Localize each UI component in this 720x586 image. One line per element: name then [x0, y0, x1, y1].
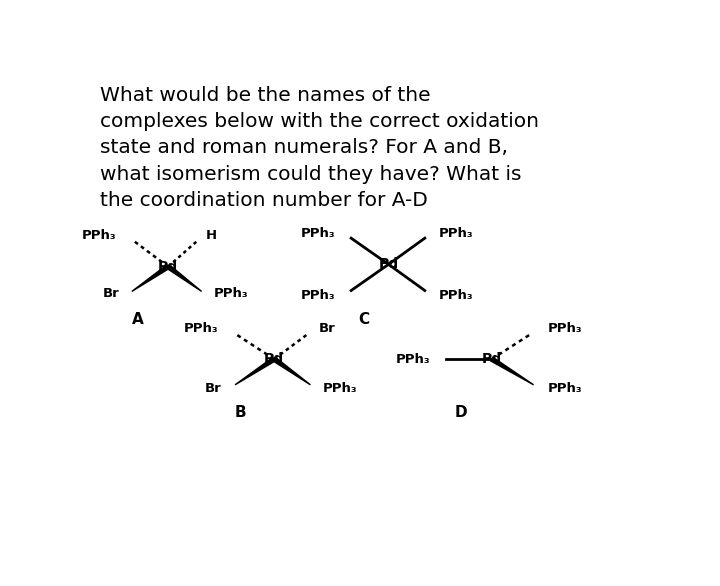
Text: PPh₃: PPh₃ [301, 227, 336, 240]
Polygon shape [490, 357, 534, 385]
Text: PPh₃: PPh₃ [323, 382, 358, 395]
Text: state and roman numerals? For A and B,: state and roman numerals? For A and B, [100, 138, 508, 158]
Text: what isomerism could they have? What is: what isomerism could they have? What is [100, 165, 521, 183]
Text: PPh₃: PPh₃ [82, 229, 117, 241]
Text: C: C [358, 312, 369, 327]
Text: PPh₃: PPh₃ [184, 322, 218, 335]
Text: the coordination number for A-D: the coordination number for A-D [100, 191, 428, 210]
Text: B: B [235, 405, 246, 420]
Text: What would be the names of the: What would be the names of the [100, 86, 431, 105]
Text: H: H [206, 229, 217, 241]
Text: Pd: Pd [482, 352, 502, 366]
Text: PPh₃: PPh₃ [396, 353, 431, 366]
Text: Pd: Pd [264, 352, 284, 366]
Text: PPh₃: PPh₃ [547, 382, 582, 395]
Text: Pd: Pd [158, 260, 178, 274]
Text: complexes below with the correct oxidation: complexes below with the correct oxidati… [100, 113, 539, 131]
Text: A: A [132, 312, 143, 327]
Text: PPh₃: PPh₃ [547, 322, 582, 335]
Text: PPh₃: PPh₃ [214, 287, 248, 300]
Text: PPh₃: PPh₃ [438, 288, 473, 302]
Text: D: D [455, 405, 467, 420]
Text: Br: Br [102, 287, 119, 300]
Text: Br: Br [204, 382, 221, 395]
Polygon shape [272, 357, 310, 385]
Text: PPh₃: PPh₃ [438, 227, 473, 240]
Polygon shape [235, 357, 276, 385]
Text: Pd: Pd [379, 257, 399, 271]
Polygon shape [132, 265, 170, 291]
Polygon shape [166, 265, 202, 291]
Text: PPh₃: PPh₃ [301, 288, 336, 302]
Text: Br: Br [319, 322, 336, 335]
